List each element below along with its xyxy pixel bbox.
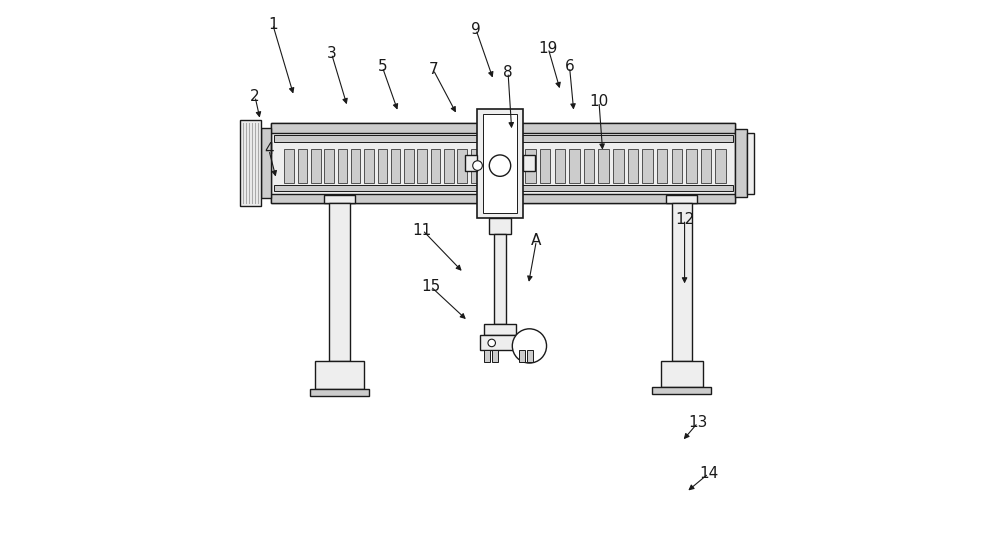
Bar	[324, 149, 334, 183]
Text: 11: 11	[413, 223, 432, 238]
Bar	[310, 389, 369, 396]
Bar	[261, 128, 271, 198]
Bar	[492, 350, 498, 362]
Bar	[672, 149, 682, 183]
Bar	[274, 135, 492, 142]
Text: A: A	[531, 233, 542, 248]
Bar	[417, 149, 427, 183]
Bar	[444, 149, 454, 183]
Bar	[271, 123, 495, 203]
Bar	[735, 129, 747, 197]
Bar	[465, 156, 477, 172]
Bar	[672, 203, 692, 361]
Circle shape	[488, 339, 495, 347]
Bar	[284, 149, 294, 183]
Text: 7: 7	[428, 62, 438, 77]
Bar	[523, 156, 535, 172]
Text: 12: 12	[675, 212, 694, 227]
Text: 14: 14	[699, 466, 718, 481]
Text: 4: 4	[264, 142, 274, 157]
Bar	[525, 149, 536, 183]
Text: 6: 6	[565, 59, 574, 74]
Bar	[404, 149, 414, 183]
Bar	[598, 149, 609, 183]
Bar	[511, 149, 521, 183]
Text: 19: 19	[538, 41, 558, 56]
Bar	[431, 149, 440, 183]
Text: 1: 1	[268, 17, 277, 32]
Text: 2: 2	[250, 89, 260, 104]
Bar	[483, 114, 517, 213]
Text: 15: 15	[421, 279, 440, 294]
Bar	[271, 123, 495, 133]
Circle shape	[489, 155, 511, 177]
Bar	[494, 234, 506, 324]
Bar	[471, 149, 480, 183]
Bar	[747, 133, 754, 194]
Bar	[457, 149, 467, 183]
Bar	[338, 149, 347, 183]
Bar	[351, 149, 360, 183]
Bar	[477, 109, 523, 218]
Bar	[508, 185, 733, 191]
Bar	[660, 361, 703, 387]
Bar	[391, 149, 400, 183]
Bar	[489, 218, 511, 234]
Text: 8: 8	[503, 65, 513, 80]
Bar	[364, 149, 374, 183]
Circle shape	[512, 329, 547, 363]
Text: 5: 5	[377, 59, 387, 74]
Circle shape	[473, 161, 482, 171]
Bar	[324, 195, 355, 203]
Text: 9: 9	[471, 22, 481, 37]
Text: 13: 13	[688, 415, 708, 430]
Bar	[274, 185, 492, 191]
Bar	[484, 324, 516, 335]
Text: 3: 3	[327, 46, 336, 61]
Bar	[505, 194, 735, 203]
Bar	[628, 149, 638, 183]
Bar	[584, 149, 594, 183]
Bar	[540, 149, 550, 183]
Bar	[613, 149, 624, 183]
Bar	[715, 149, 726, 183]
Bar	[569, 149, 580, 183]
Bar	[519, 350, 525, 362]
Bar	[505, 123, 735, 203]
Bar	[315, 361, 364, 389]
Bar	[484, 350, 490, 362]
Bar	[378, 149, 387, 183]
Bar	[642, 149, 653, 183]
Bar	[701, 149, 711, 183]
Bar	[508, 135, 733, 142]
Bar	[480, 335, 520, 350]
Bar	[657, 149, 667, 183]
Bar	[666, 195, 697, 203]
Bar	[329, 203, 350, 361]
Bar	[240, 120, 261, 206]
Bar	[686, 149, 697, 183]
Text: 10: 10	[589, 94, 609, 109]
Bar	[527, 350, 533, 362]
Bar	[555, 149, 565, 183]
Bar	[298, 149, 307, 183]
Bar	[505, 123, 735, 133]
Bar	[271, 194, 495, 203]
Bar	[311, 149, 321, 183]
Bar	[652, 387, 711, 394]
